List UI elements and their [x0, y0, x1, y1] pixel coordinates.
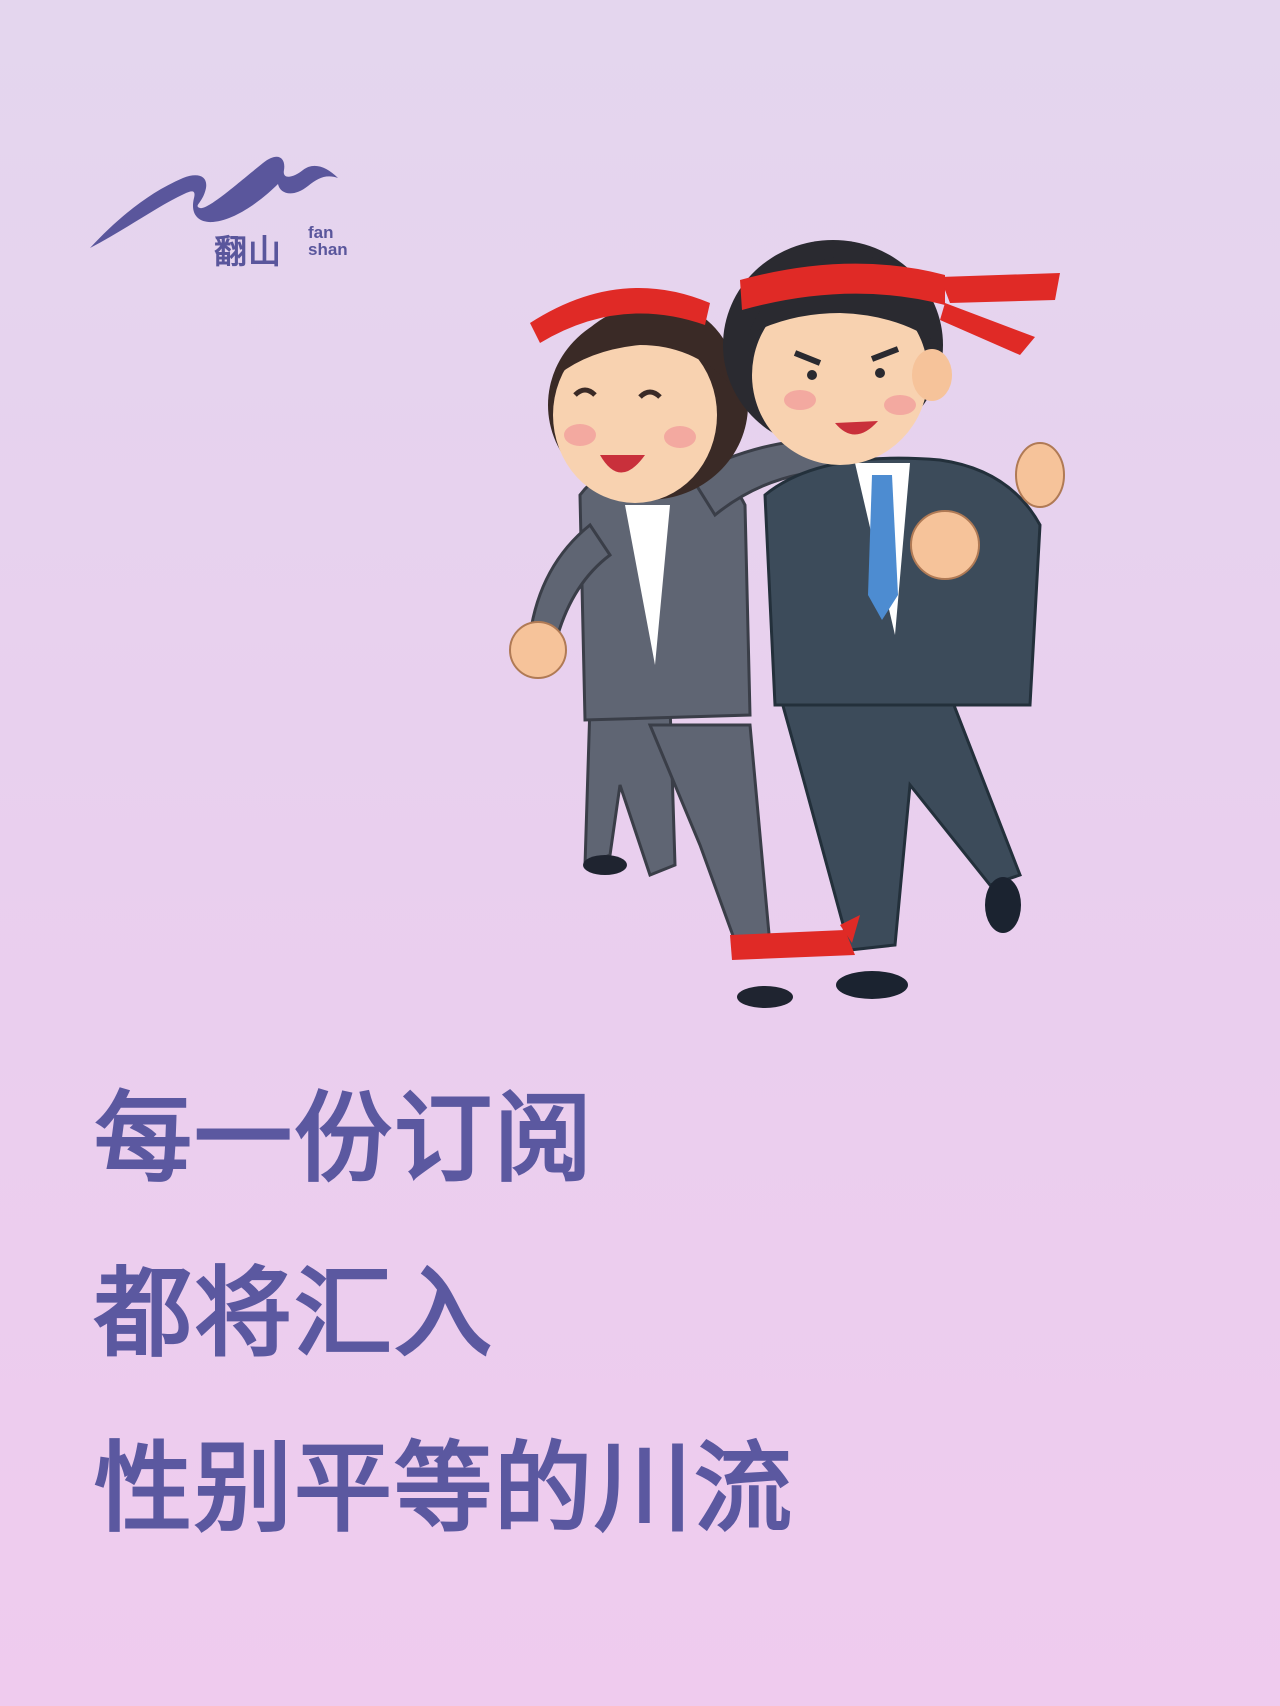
- logo-english-line1: fan: [308, 223, 334, 242]
- headline: 每一份订阅 都将汇入 性别平等的川流: [94, 1090, 794, 1615]
- headline-line-2: 都将汇入: [94, 1256, 495, 1371]
- brand-logo: 翻山 fan shan: [88, 148, 368, 271]
- headline-line-1: 每一份订阅: [94, 1081, 595, 1196]
- logo-english-line2: shan: [308, 240, 348, 259]
- two-runners-headbands-icon: [509, 240, 1065, 1008]
- man-figure: [723, 240, 1065, 999]
- logo-chinese-name: 翻山: [214, 232, 282, 271]
- logo-english-name: fan shan: [308, 224, 348, 258]
- headline-line-3: 性别平等的川流: [94, 1431, 795, 1546]
- woman-figure: [509, 287, 847, 1008]
- mountain-logo-icon: [90, 156, 338, 248]
